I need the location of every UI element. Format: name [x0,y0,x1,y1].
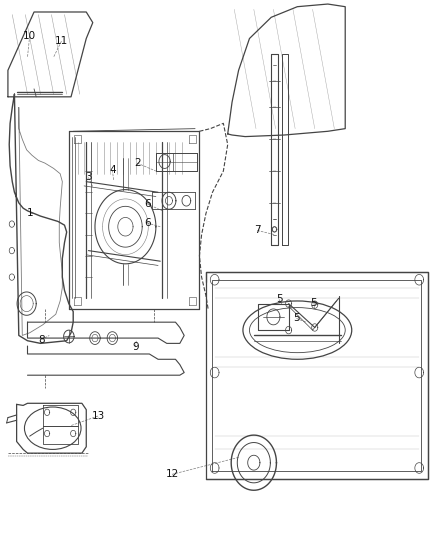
Text: 5: 5 [311,297,317,308]
Text: 6: 6 [144,199,151,209]
Text: 9: 9 [132,342,139,352]
Text: 11: 11 [55,36,68,46]
Text: 8: 8 [38,335,45,345]
Text: 5: 5 [276,294,283,304]
Text: 5: 5 [293,313,300,324]
Text: 4: 4 [109,165,116,175]
Text: 1: 1 [26,208,33,219]
Text: 13: 13 [92,411,105,421]
Text: 12: 12 [166,470,179,479]
Text: 3: 3 [85,172,92,182]
Text: 10: 10 [23,31,36,41]
Text: 6: 6 [144,218,151,228]
Text: 7: 7 [254,225,261,236]
Text: 2: 2 [134,158,141,168]
